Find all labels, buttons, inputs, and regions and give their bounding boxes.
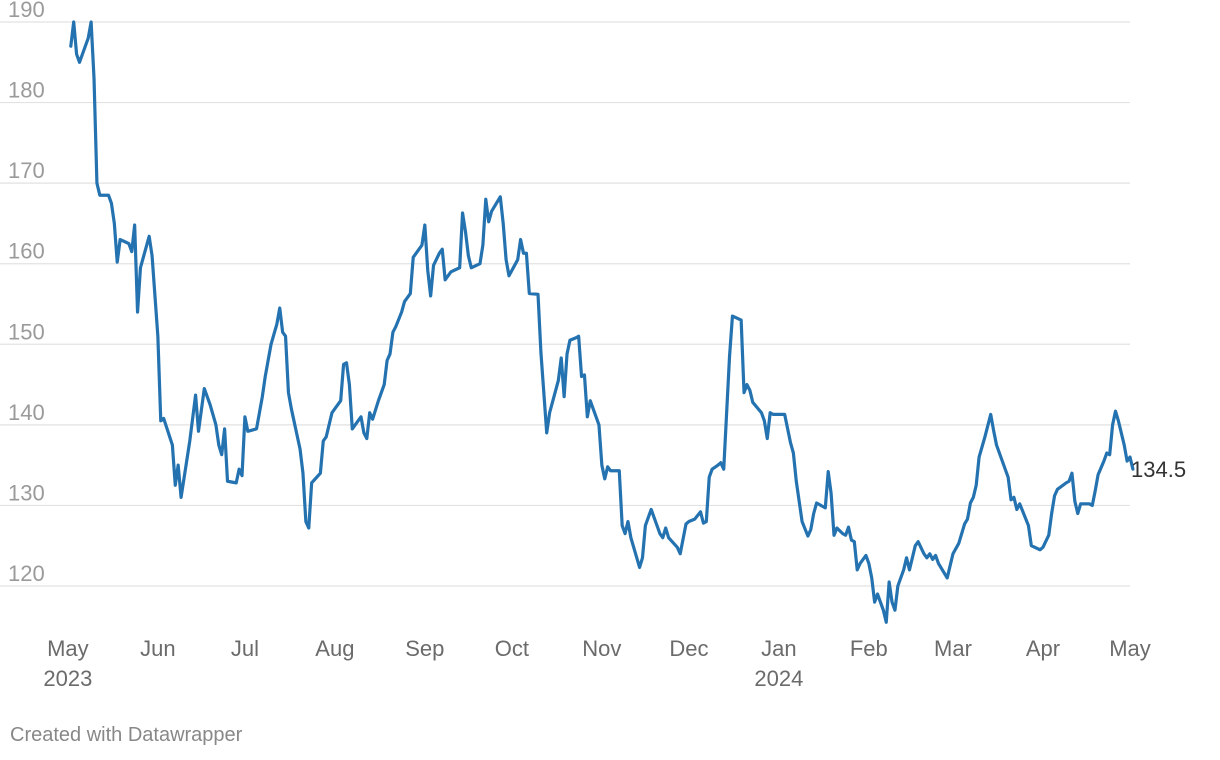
x-tick-label-6: Nov bbox=[582, 636, 621, 661]
x-tick-label-9: Feb bbox=[850, 636, 888, 661]
x-tick-label-7: Dec bbox=[669, 636, 708, 661]
end-value-label-group: 134.5 bbox=[1131, 457, 1186, 482]
x-tick-label-4: Sep bbox=[405, 636, 444, 661]
y-tick-label-160: 160 bbox=[8, 239, 45, 264]
series-line-group bbox=[69, 20, 1135, 624]
y-tick-label-150: 150 bbox=[8, 319, 45, 344]
y-axis-tick-labels: 120 130 140 150 160 170 180 190 bbox=[8, 0, 45, 586]
x-tick-label-0: May bbox=[47, 636, 89, 661]
x-tick-label-3: Aug bbox=[315, 636, 354, 661]
y-tick-label-170: 170 bbox=[8, 158, 45, 183]
x-tick-label-5: Oct bbox=[495, 636, 529, 661]
x-tick-label-11: Apr bbox=[1026, 636, 1060, 661]
x-tick-label-10: Mar bbox=[934, 636, 972, 661]
x-tick-label-8: Jan bbox=[761, 636, 796, 661]
x-tick-label-1: Jun bbox=[140, 636, 175, 661]
end-value-label: 134.5 bbox=[1131, 457, 1186, 482]
y-tick-label-130: 130 bbox=[8, 480, 45, 505]
y-tick-label-120: 120 bbox=[8, 561, 45, 586]
series-line bbox=[69, 20, 1135, 624]
y-tick-label-140: 140 bbox=[8, 400, 45, 425]
gridlines bbox=[0, 21, 1130, 587]
x-tick-label-2: Jul bbox=[231, 636, 259, 661]
y-tick-label-190: 190 bbox=[8, 0, 45, 22]
x-axis-tick-labels: May 2023 Jun Jul Aug Sep Oct Nov Dec Jan 2024 Feb Ma… bbox=[43, 636, 1150, 691]
x-tick-year-label-8: 2024 bbox=[754, 666, 803, 691]
credit-line: Created with Datawrapper bbox=[10, 724, 243, 746]
y-tick-label-180: 180 bbox=[8, 78, 45, 103]
x-tick-label-12: May bbox=[1109, 636, 1151, 661]
x-tick-year-label-0: 2023 bbox=[43, 666, 92, 691]
